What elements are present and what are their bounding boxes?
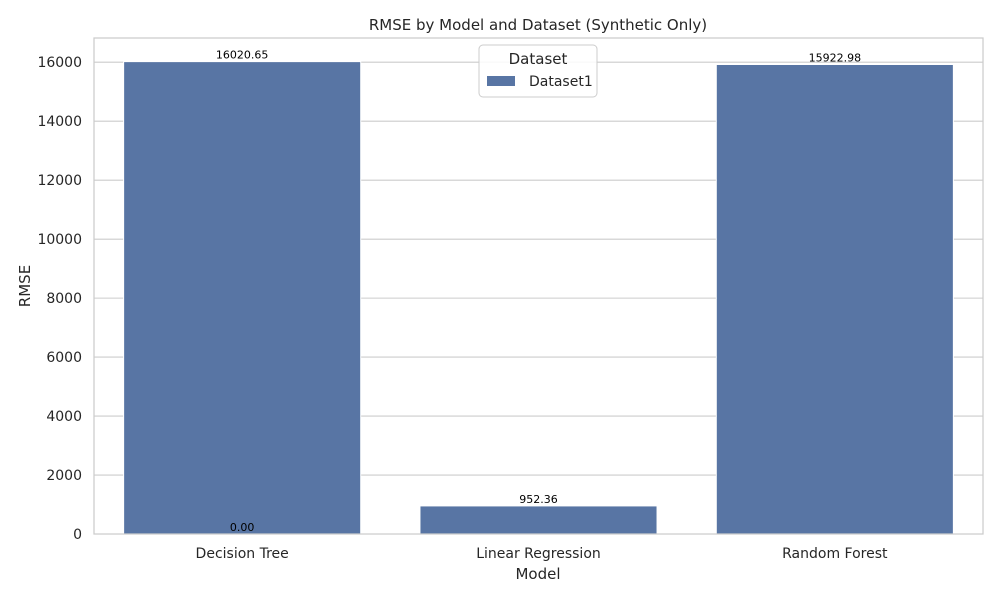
x-tick-label-random-forest: Random Forest (782, 546, 888, 562)
legend: Dataset Dataset1 (478, 44, 598, 98)
legend-swatch (487, 76, 515, 86)
y-tick-label: 16000 (37, 55, 82, 71)
tick-labels: 0 2000 4000 6000 8000 10000 12000 14000 16000 Dec… (37, 55, 888, 562)
y-tick-label: 14000 (37, 114, 82, 130)
plot-frame (93, 37, 984, 535)
bars (123, 61, 954, 535)
x-tick-label-linear-regression: Linear Regression (476, 546, 601, 562)
data-label-random-forest: 15922.98 (809, 51, 862, 64)
bar-random-forest (715, 63, 954, 535)
y-tick-label: 10000 (37, 232, 82, 248)
y-axis-title: RMSE (16, 265, 34, 307)
zero-data-label: 0.00 (230, 521, 255, 534)
y-tick-label: 12000 (37, 173, 82, 189)
data-label-decision-tree: 16020.65 (216, 49, 269, 62)
y-tick-label: 8000 (46, 291, 82, 307)
x-axis-title: Model (515, 565, 560, 583)
y-tick-label: 4000 (46, 409, 82, 425)
data-label-linear-regression: 952.36 (519, 493, 558, 506)
bar-linear-regression (419, 505, 658, 535)
legend-entry-dataset1: Dataset1 (529, 74, 593, 90)
chart-title: RMSE by Model and Dataset (Synthetic Onl… (369, 16, 707, 34)
y-tick-label: 6000 (46, 350, 82, 366)
data-labels: 16020.65 952.36 15922.98 0.00 (216, 49, 861, 534)
x-tick-label-decision-tree: Decision Tree (196, 546, 289, 562)
y-tick-label: 0 (73, 527, 82, 543)
bar-decision-tree (123, 61, 362, 535)
legend-title: Dataset (509, 50, 568, 68)
y-tick-label: 2000 (46, 468, 82, 484)
